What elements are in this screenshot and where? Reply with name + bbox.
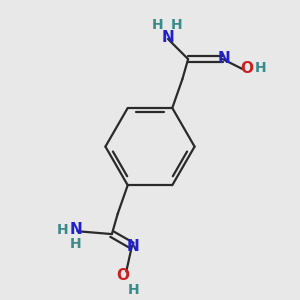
Text: H: H bbox=[255, 61, 267, 75]
Text: N: N bbox=[70, 222, 82, 237]
Text: H: H bbox=[57, 223, 69, 237]
Text: N: N bbox=[127, 239, 140, 254]
Text: N: N bbox=[218, 51, 230, 66]
Text: O: O bbox=[240, 61, 253, 76]
Text: H: H bbox=[128, 283, 139, 297]
Text: O: O bbox=[116, 268, 129, 283]
Text: H: H bbox=[171, 18, 182, 32]
Text: H: H bbox=[70, 237, 82, 251]
Text: H: H bbox=[152, 18, 164, 32]
Text: N: N bbox=[162, 30, 174, 45]
